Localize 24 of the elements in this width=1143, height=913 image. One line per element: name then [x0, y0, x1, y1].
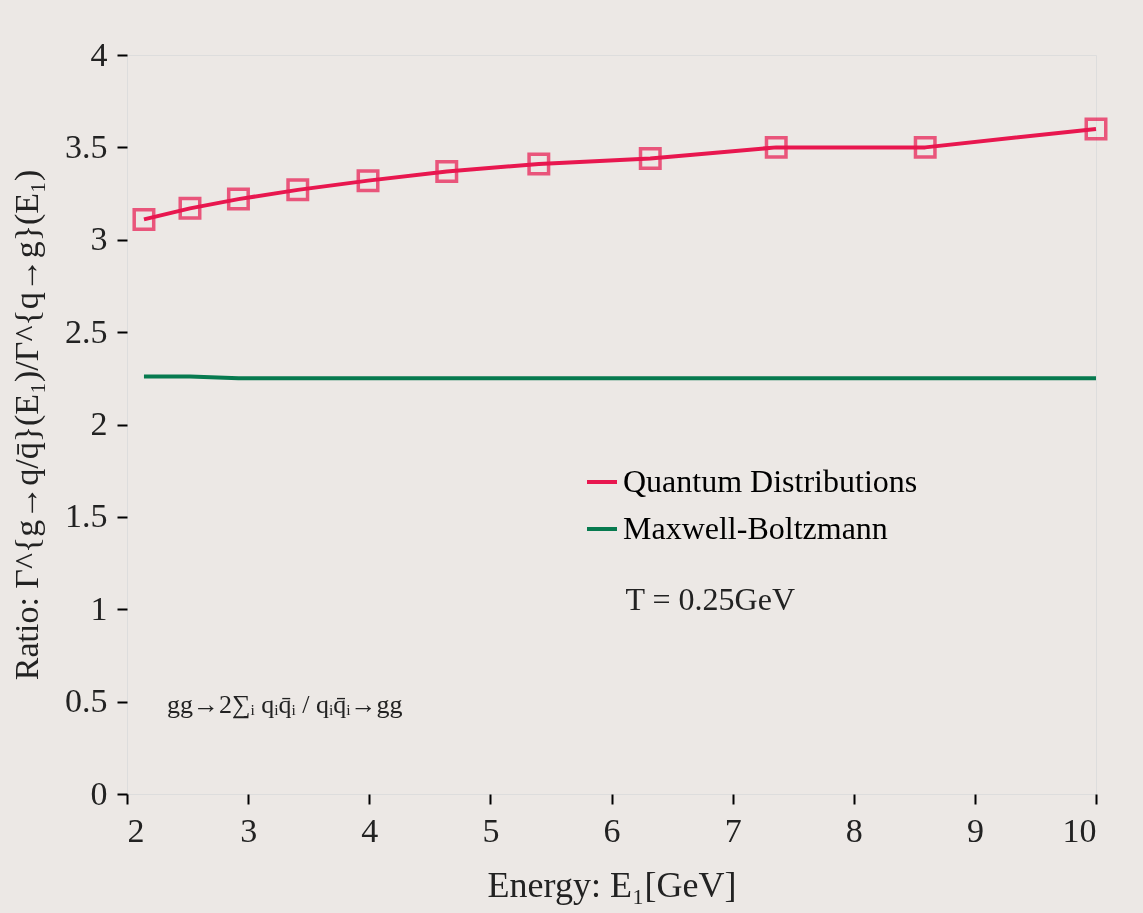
y-tick-label: 4: [90, 35, 108, 73]
x-tick-label: 7: [724, 811, 742, 849]
y-tick-label: 1.5: [65, 497, 108, 535]
x-tick-label: 3: [240, 811, 258, 849]
y-tick-label: 3: [90, 220, 108, 258]
x-tick-label: 5: [482, 811, 500, 849]
y-tick-label: 2: [90, 405, 108, 442]
legend-label: Maxwell-Boltzmann: [623, 510, 888, 546]
y-tick-label: 3.5: [65, 127, 108, 165]
y-tick-label: 0.5: [65, 682, 108, 720]
x-axis-title: Energy: E₁[GeV]: [487, 864, 737, 905]
y-axis-title: Ratio: Γ^{g→q/q̄}(E₁)/Γ^{q→g}(E₁): [8, 169, 46, 681]
y-tick-label: 0: [90, 774, 108, 812]
annotation: gg→2∑ᵢ qᵢq̄ᵢ / qᵢq̄ᵢ→gg: [167, 690, 403, 719]
x-tick-label: 6: [603, 811, 621, 849]
x-tick-label: 9: [966, 811, 984, 849]
x-tick-label: 8: [845, 811, 863, 849]
legend-label: Quantum Distributions: [623, 463, 918, 499]
y-tick-label: 1: [90, 589, 108, 627]
x-tick-label: 2: [127, 811, 145, 849]
annotation: T = 0.25GeV: [625, 581, 795, 617]
y-tick-label: 2.5: [65, 312, 108, 350]
x-tick-label: 10: [1062, 811, 1097, 849]
x-tick-label: 4: [361, 811, 379, 849]
